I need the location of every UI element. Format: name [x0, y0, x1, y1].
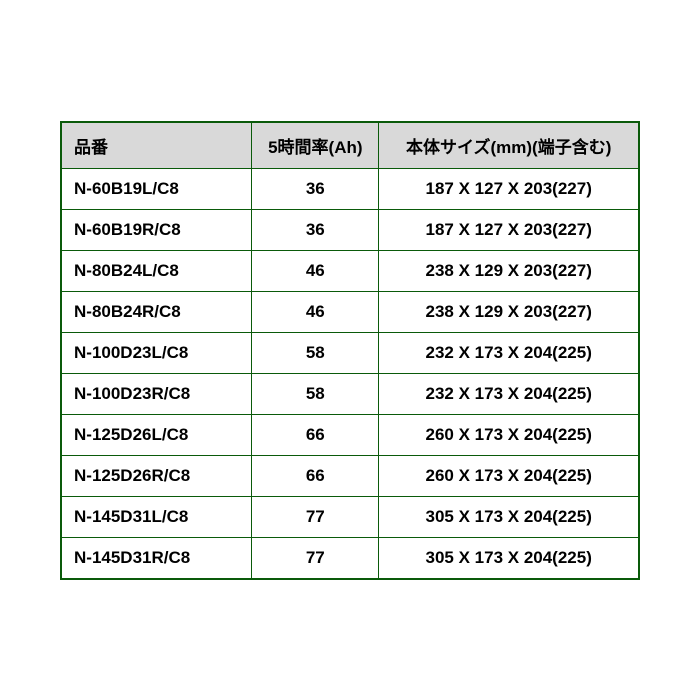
header-capacity: 5時間率(Ah) [252, 122, 379, 169]
cell-model: N-125D26L/C8 [61, 414, 252, 455]
header-model: 品番 [61, 122, 252, 169]
spec-table: 品番 5時間率(Ah) 本体サイズ(mm)(端子含む) N-60B19L/C8 … [60, 121, 640, 580]
cell-capacity: 66 [252, 455, 379, 496]
cell-capacity: 46 [252, 250, 379, 291]
spec-table-container: 品番 5時間率(Ah) 本体サイズ(mm)(端子含む) N-60B19L/C8 … [60, 121, 640, 580]
cell-capacity: 58 [252, 373, 379, 414]
cell-capacity: 46 [252, 291, 379, 332]
table-row: N-100D23R/C8 58 232 X 173 X 204(225) [61, 373, 639, 414]
cell-size: 305 X 173 X 204(225) [379, 537, 639, 579]
header-row: 品番 5時間率(Ah) 本体サイズ(mm)(端子含む) [61, 122, 639, 169]
cell-capacity: 58 [252, 332, 379, 373]
cell-model: N-100D23L/C8 [61, 332, 252, 373]
cell-size: 260 X 173 X 204(225) [379, 414, 639, 455]
table-row: N-60B19R/C8 36 187 X 127 X 203(227) [61, 209, 639, 250]
cell-size: 238 X 129 X 203(227) [379, 291, 639, 332]
cell-size: 232 X 173 X 204(225) [379, 373, 639, 414]
table-row: N-60B19L/C8 36 187 X 127 X 203(227) [61, 168, 639, 209]
cell-model: N-80B24L/C8 [61, 250, 252, 291]
cell-model: N-100D23R/C8 [61, 373, 252, 414]
cell-size: 187 X 127 X 203(227) [379, 168, 639, 209]
cell-model: N-145D31R/C8 [61, 537, 252, 579]
cell-size: 187 X 127 X 203(227) [379, 209, 639, 250]
cell-capacity: 77 [252, 537, 379, 579]
table-row: N-80B24R/C8 46 238 X 129 X 203(227) [61, 291, 639, 332]
cell-model: N-60B19L/C8 [61, 168, 252, 209]
cell-size: 232 X 173 X 204(225) [379, 332, 639, 373]
cell-capacity: 36 [252, 168, 379, 209]
header-size: 本体サイズ(mm)(端子含む) [379, 122, 639, 169]
cell-model: N-60B19R/C8 [61, 209, 252, 250]
cell-size: 260 X 173 X 204(225) [379, 455, 639, 496]
cell-size: 238 X 129 X 203(227) [379, 250, 639, 291]
table-row: N-100D23L/C8 58 232 X 173 X 204(225) [61, 332, 639, 373]
table-row: N-145D31R/C8 77 305 X 173 X 204(225) [61, 537, 639, 579]
table-row: N-125D26R/C8 66 260 X 173 X 204(225) [61, 455, 639, 496]
cell-capacity: 77 [252, 496, 379, 537]
cell-model: N-145D31L/C8 [61, 496, 252, 537]
cell-capacity: 66 [252, 414, 379, 455]
table-row: N-125D26L/C8 66 260 X 173 X 204(225) [61, 414, 639, 455]
cell-model: N-125D26R/C8 [61, 455, 252, 496]
table-row: N-80B24L/C8 46 238 X 129 X 203(227) [61, 250, 639, 291]
table-row: N-145D31L/C8 77 305 X 173 X 204(225) [61, 496, 639, 537]
cell-capacity: 36 [252, 209, 379, 250]
cell-size: 305 X 173 X 204(225) [379, 496, 639, 537]
cell-model: N-80B24R/C8 [61, 291, 252, 332]
